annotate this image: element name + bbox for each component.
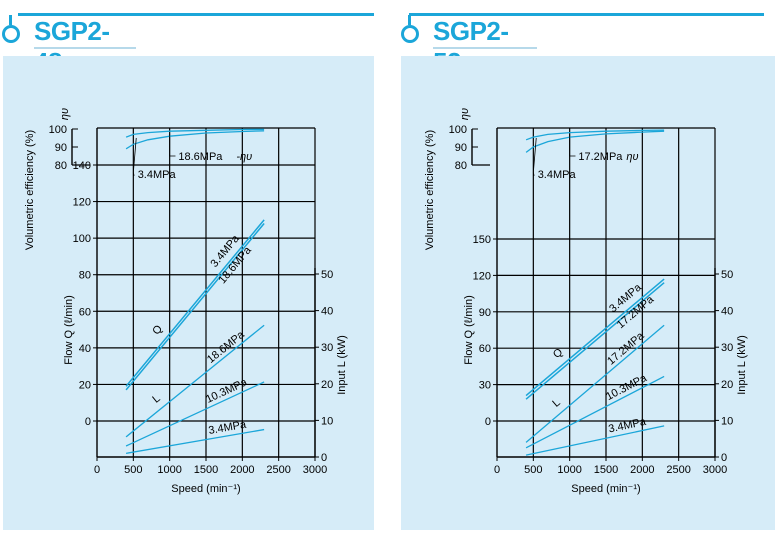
input-tick-label: 20	[721, 379, 733, 391]
efficiency-curve-label: 3.4MPa	[138, 169, 177, 181]
x-tick-label: 2000	[230, 464, 254, 476]
input-tick-label: 30	[721, 342, 733, 354]
flow-tick-label: 120	[73, 197, 91, 209]
flow-curve	[125, 219, 265, 387]
efficiency-tick-label: 80	[55, 160, 67, 172]
flow-tick-label: 80	[79, 270, 91, 282]
leader-line	[569, 134, 576, 157]
x-tick-label: 500	[124, 464, 142, 476]
input-tick-label: 0	[321, 452, 327, 464]
input-curve	[525, 324, 665, 443]
header-underline	[34, 47, 136, 49]
efficiency-axis-label: Volumetric efficiency (%)	[424, 130, 436, 250]
header-rule	[409, 13, 764, 16]
efficiency-axis-label: Volumetric efficiency (%)	[24, 130, 36, 250]
efficiency-tick-label: 100	[449, 124, 467, 136]
flow-tick-label: 30	[479, 380, 491, 392]
input-tick-label: 30	[321, 342, 333, 354]
flow-tick-label: 150	[473, 234, 491, 246]
efficiency-tick-label: 80	[455, 160, 467, 172]
efficiency-curve	[125, 128, 265, 138]
flow-tick-label: 90	[479, 307, 491, 319]
efficiency-curve-label: 18.6MPa	[178, 151, 223, 163]
input-curve	[125, 381, 265, 447]
flow-curve	[125, 223, 265, 391]
efficiency-tick-label: 100	[49, 124, 67, 136]
x-tick-label: 2500	[666, 464, 690, 476]
efficiency-curve	[125, 130, 265, 150]
header-stem	[408, 15, 411, 25]
header-underline	[433, 47, 537, 49]
flow-tick-label: 60	[79, 306, 91, 318]
efficiency-tick-label: 90	[55, 142, 67, 154]
x-tick-label: 0	[94, 464, 100, 476]
header-circle-icon	[2, 25, 20, 43]
flow-curve	[525, 278, 665, 397]
input-axis-label: Input L (kW)	[736, 335, 748, 395]
x-tick-label: 1500	[194, 464, 218, 476]
flow-axis-label: Flow Q (ℓ/min)	[63, 295, 75, 365]
x-tick-label: 500	[524, 464, 542, 476]
flow-curve	[525, 282, 665, 400]
header-stem	[9, 15, 12, 25]
flow-tick-label: 20	[79, 379, 91, 391]
x-axis-label: Speed (min⁻¹)	[571, 483, 640, 495]
x-tick-label: 2000	[630, 464, 654, 476]
efficiency-symbol: -ηυ	[236, 151, 252, 163]
x-tick-label: 1000	[557, 464, 581, 476]
input-tick-label: 40	[321, 306, 333, 318]
input-tick-label: 20	[321, 379, 333, 391]
x-tick-label: 0	[494, 464, 500, 476]
flow-tick-label: 0	[85, 416, 91, 428]
input-tick-label: 0	[721, 452, 727, 464]
input-curve	[525, 375, 665, 449]
efficiency-tick-label: 90	[455, 142, 467, 154]
header-circle-icon	[401, 25, 419, 43]
leader-line	[132, 137, 137, 176]
flow-tick-label: 100	[73, 233, 91, 245]
input-tick-label: 50	[721, 269, 733, 281]
x-tick-label: 1500	[594, 464, 618, 476]
input-curve-label: 18.6MPa	[205, 328, 247, 366]
efficiency-curve	[525, 129, 665, 141]
input-tick-label: 50	[321, 269, 333, 281]
efficiency-curve-label: 3.4MPa	[538, 169, 577, 181]
input-axis-label: Input L (kW)	[336, 335, 348, 395]
efficiency-curve-label: 17.2MPa	[578, 151, 623, 163]
leader-line	[532, 137, 537, 176]
flow-tick-label: 60	[479, 343, 491, 355]
flow-marker-label: Q	[150, 323, 165, 338]
x-axis-label: Speed (min⁻¹)	[171, 483, 240, 495]
x-tick-label: 3000	[703, 464, 727, 476]
flow-tick-label: 120	[473, 270, 491, 282]
input-curve-label: 10.3MPa	[204, 376, 250, 406]
efficiency-symbol: ηυ	[626, 151, 638, 163]
input-tick-label: 40	[721, 306, 733, 318]
efficiency-symbol: ηυ	[59, 108, 71, 120]
input-tick-label: 10	[321, 415, 333, 427]
input-marker-label: L	[550, 397, 562, 410]
flow-tick-label: 140	[73, 160, 91, 172]
leader-line	[169, 134, 176, 157]
input-curve	[125, 428, 265, 454]
flow-axis-label: Flow Q (ℓ/min)	[463, 295, 475, 365]
input-curve	[525, 425, 665, 456]
efficiency-symbol: ηυ	[459, 108, 471, 120]
input-tick-label: 10	[721, 415, 733, 427]
x-tick-label: 3000	[303, 464, 327, 476]
x-tick-label: 1000	[157, 464, 181, 476]
flow-tick-label: 0	[485, 416, 491, 428]
input-marker-label: L	[150, 393, 162, 406]
flow-tick-label: 40	[79, 343, 91, 355]
input-curve	[125, 324, 265, 438]
x-tick-label: 2500	[266, 464, 290, 476]
header-rule	[18, 13, 374, 16]
